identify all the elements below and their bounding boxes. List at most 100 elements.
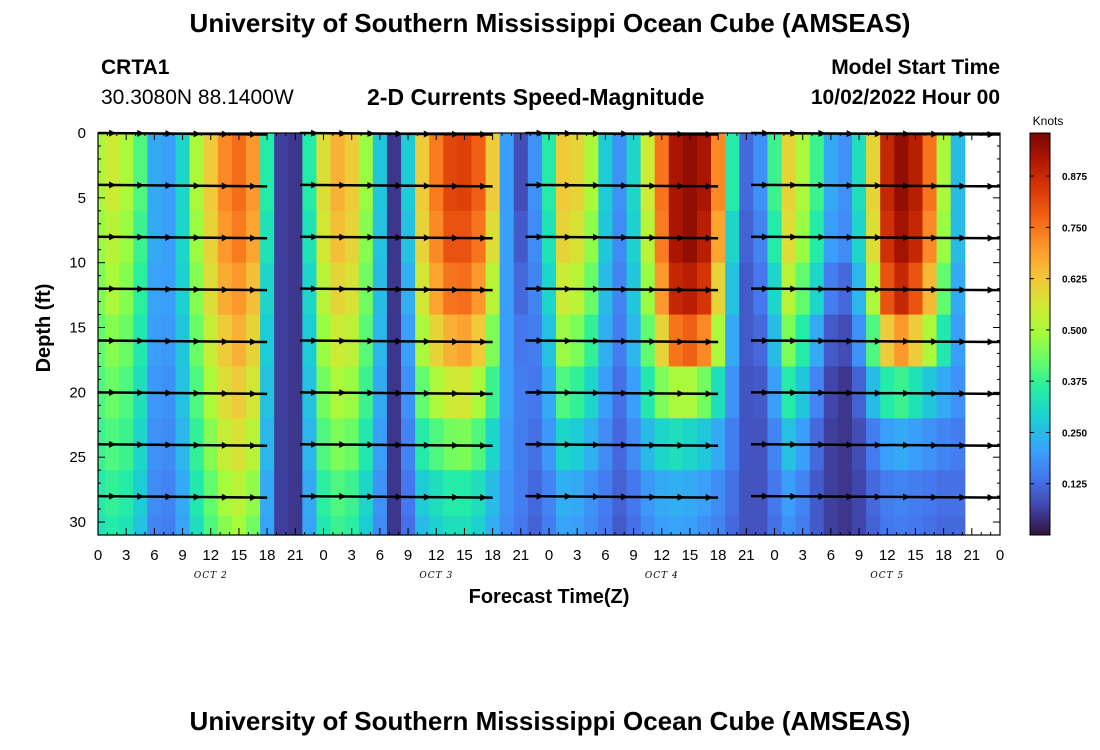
colorbar-tick-label: 0.875 xyxy=(1062,172,1087,183)
heatmap-cell xyxy=(147,515,163,536)
vector-head xyxy=(762,181,770,189)
heatmap-cell xyxy=(513,158,529,212)
heatmap-cell xyxy=(725,418,740,471)
vector-head xyxy=(193,337,201,345)
vector-head xyxy=(959,286,967,294)
vector-head xyxy=(250,234,258,242)
heatmap-cell xyxy=(570,133,585,160)
vector-head xyxy=(311,440,319,448)
heatmap-cell xyxy=(626,515,642,536)
current-vector xyxy=(97,442,268,447)
current-vector xyxy=(97,339,268,344)
vector-head xyxy=(790,233,798,241)
heatmap-cell xyxy=(288,262,303,316)
x-tick-label: 3 xyxy=(122,547,130,564)
heatmap-cell xyxy=(443,515,458,536)
heatmap-cell xyxy=(189,515,205,536)
heatmap-cell xyxy=(711,314,726,368)
heatmap-cell xyxy=(739,366,754,419)
heatmap-cell xyxy=(231,515,247,536)
heatmap-cell xyxy=(894,515,909,536)
heatmap-cell xyxy=(288,418,303,471)
vector-head xyxy=(903,182,911,190)
vector-head xyxy=(564,492,572,500)
vector-head xyxy=(109,440,117,448)
heatmap-cell xyxy=(245,470,261,517)
vector-head xyxy=(903,441,911,449)
heatmap-cell xyxy=(499,210,515,264)
x-tick-label: 6 xyxy=(376,547,384,564)
vector-head xyxy=(987,234,995,242)
vector-head xyxy=(621,493,629,501)
vector-head xyxy=(649,441,657,449)
x-tick-label: 15 xyxy=(456,547,473,564)
vector-head xyxy=(903,389,911,397)
heatmap-cell xyxy=(443,133,458,160)
heatmap-cell xyxy=(288,515,303,536)
heatmap-cell xyxy=(725,262,740,316)
vector-head xyxy=(987,442,995,450)
heatmap-cell xyxy=(823,515,839,536)
heatmap-cell xyxy=(654,470,670,517)
vector-head xyxy=(480,390,488,398)
heatmap-cell xyxy=(217,133,233,160)
y-tick-label: 25 xyxy=(69,449,86,466)
heatmap-cell xyxy=(457,470,473,517)
vector-head xyxy=(874,234,882,242)
heatmap-cell xyxy=(880,133,895,160)
heatmap-cell xyxy=(654,133,670,160)
x-tick-label: 21 xyxy=(963,547,980,564)
heatmap-cell xyxy=(415,133,430,160)
heatmap-cell xyxy=(837,470,853,517)
station-id: CRTA1 xyxy=(101,56,170,79)
heatmap-cell xyxy=(471,515,487,536)
vector-head xyxy=(987,494,995,502)
heatmap-cell xyxy=(584,470,599,517)
heatmap-cell xyxy=(739,158,754,212)
heatmap-cell xyxy=(922,470,938,517)
y-tick-label: 5 xyxy=(78,190,86,207)
vector-head xyxy=(677,441,685,449)
heatmap-cell xyxy=(866,470,881,517)
heatmap-cell xyxy=(880,515,895,536)
vector-head xyxy=(109,233,117,241)
heatmap-cell xyxy=(570,515,585,536)
heatmap-cell xyxy=(711,515,726,536)
heatmap-cell xyxy=(203,515,219,536)
heatmap-cell xyxy=(513,515,529,536)
heatmap-cell xyxy=(119,133,134,160)
heatmap-cell xyxy=(260,262,275,316)
y-tick-label: 10 xyxy=(69,255,86,272)
x-tick-label: 3 xyxy=(799,547,807,564)
heatmap-cell xyxy=(175,470,191,517)
heatmap-cell xyxy=(105,470,120,517)
heatmap-cell xyxy=(781,470,797,517)
heatmap-cell xyxy=(330,470,346,517)
heatmap-cell xyxy=(175,515,191,536)
vector-head xyxy=(137,181,145,189)
heatmap-cell xyxy=(274,314,289,368)
y-axis-label: Depth (ft) xyxy=(33,284,55,373)
colorbar-tick-label: 0.125 xyxy=(1062,480,1087,491)
vector-head xyxy=(480,182,488,190)
vector-head xyxy=(592,493,600,501)
heatmap-cell xyxy=(457,515,473,536)
heatmap-cell xyxy=(908,470,924,517)
vector-head xyxy=(165,389,173,397)
vector-head xyxy=(193,285,201,293)
x-tick-label: 0 xyxy=(94,547,102,564)
vector-head xyxy=(818,389,826,397)
heatmap-cell xyxy=(344,133,360,160)
day-label: OCT 5 xyxy=(870,571,904,581)
heatmap-cell xyxy=(231,133,247,160)
y-tick-label: 20 xyxy=(69,384,86,401)
vector-head xyxy=(705,442,713,450)
heatmap-cell xyxy=(485,210,501,264)
heatmap-cell xyxy=(98,470,106,517)
heatmap-cell xyxy=(147,133,163,160)
vector-head xyxy=(846,181,854,189)
heatmap-cell xyxy=(753,515,769,536)
vector-head xyxy=(311,233,319,241)
x-tick-label: 21 xyxy=(287,547,304,564)
vector-head xyxy=(536,181,544,189)
